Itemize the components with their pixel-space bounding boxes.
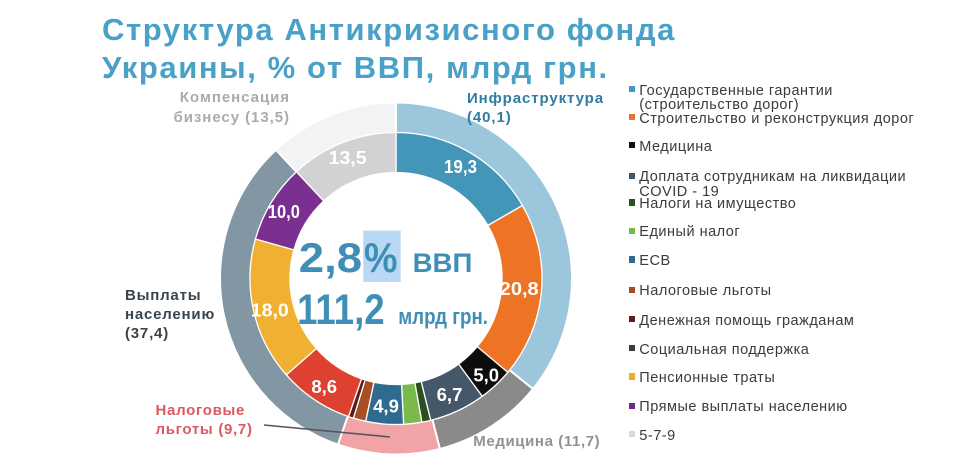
svg-text:20,8: 20,8	[500, 278, 539, 299]
svg-text:8,6: 8,6	[311, 376, 337, 397]
svg-text:млрд грн.: млрд грн.	[398, 304, 488, 329]
svg-text:4,9: 4,9	[373, 396, 399, 417]
svg-text:10,0: 10,0	[268, 201, 300, 222]
svg-text:18,0: 18,0	[251, 299, 289, 320]
svg-text:13,5: 13,5	[329, 147, 367, 168]
svg-text:6,7: 6,7	[437, 384, 463, 405]
svg-text:2,8: 2,8	[299, 234, 362, 281]
svg-text:19,3: 19,3	[444, 156, 477, 177]
svg-text:%: %	[364, 234, 398, 281]
svg-text:ВВП: ВВП	[413, 248, 473, 278]
svg-text:111,2: 111,2	[297, 286, 385, 334]
svg-text:5,0: 5,0	[473, 364, 499, 385]
